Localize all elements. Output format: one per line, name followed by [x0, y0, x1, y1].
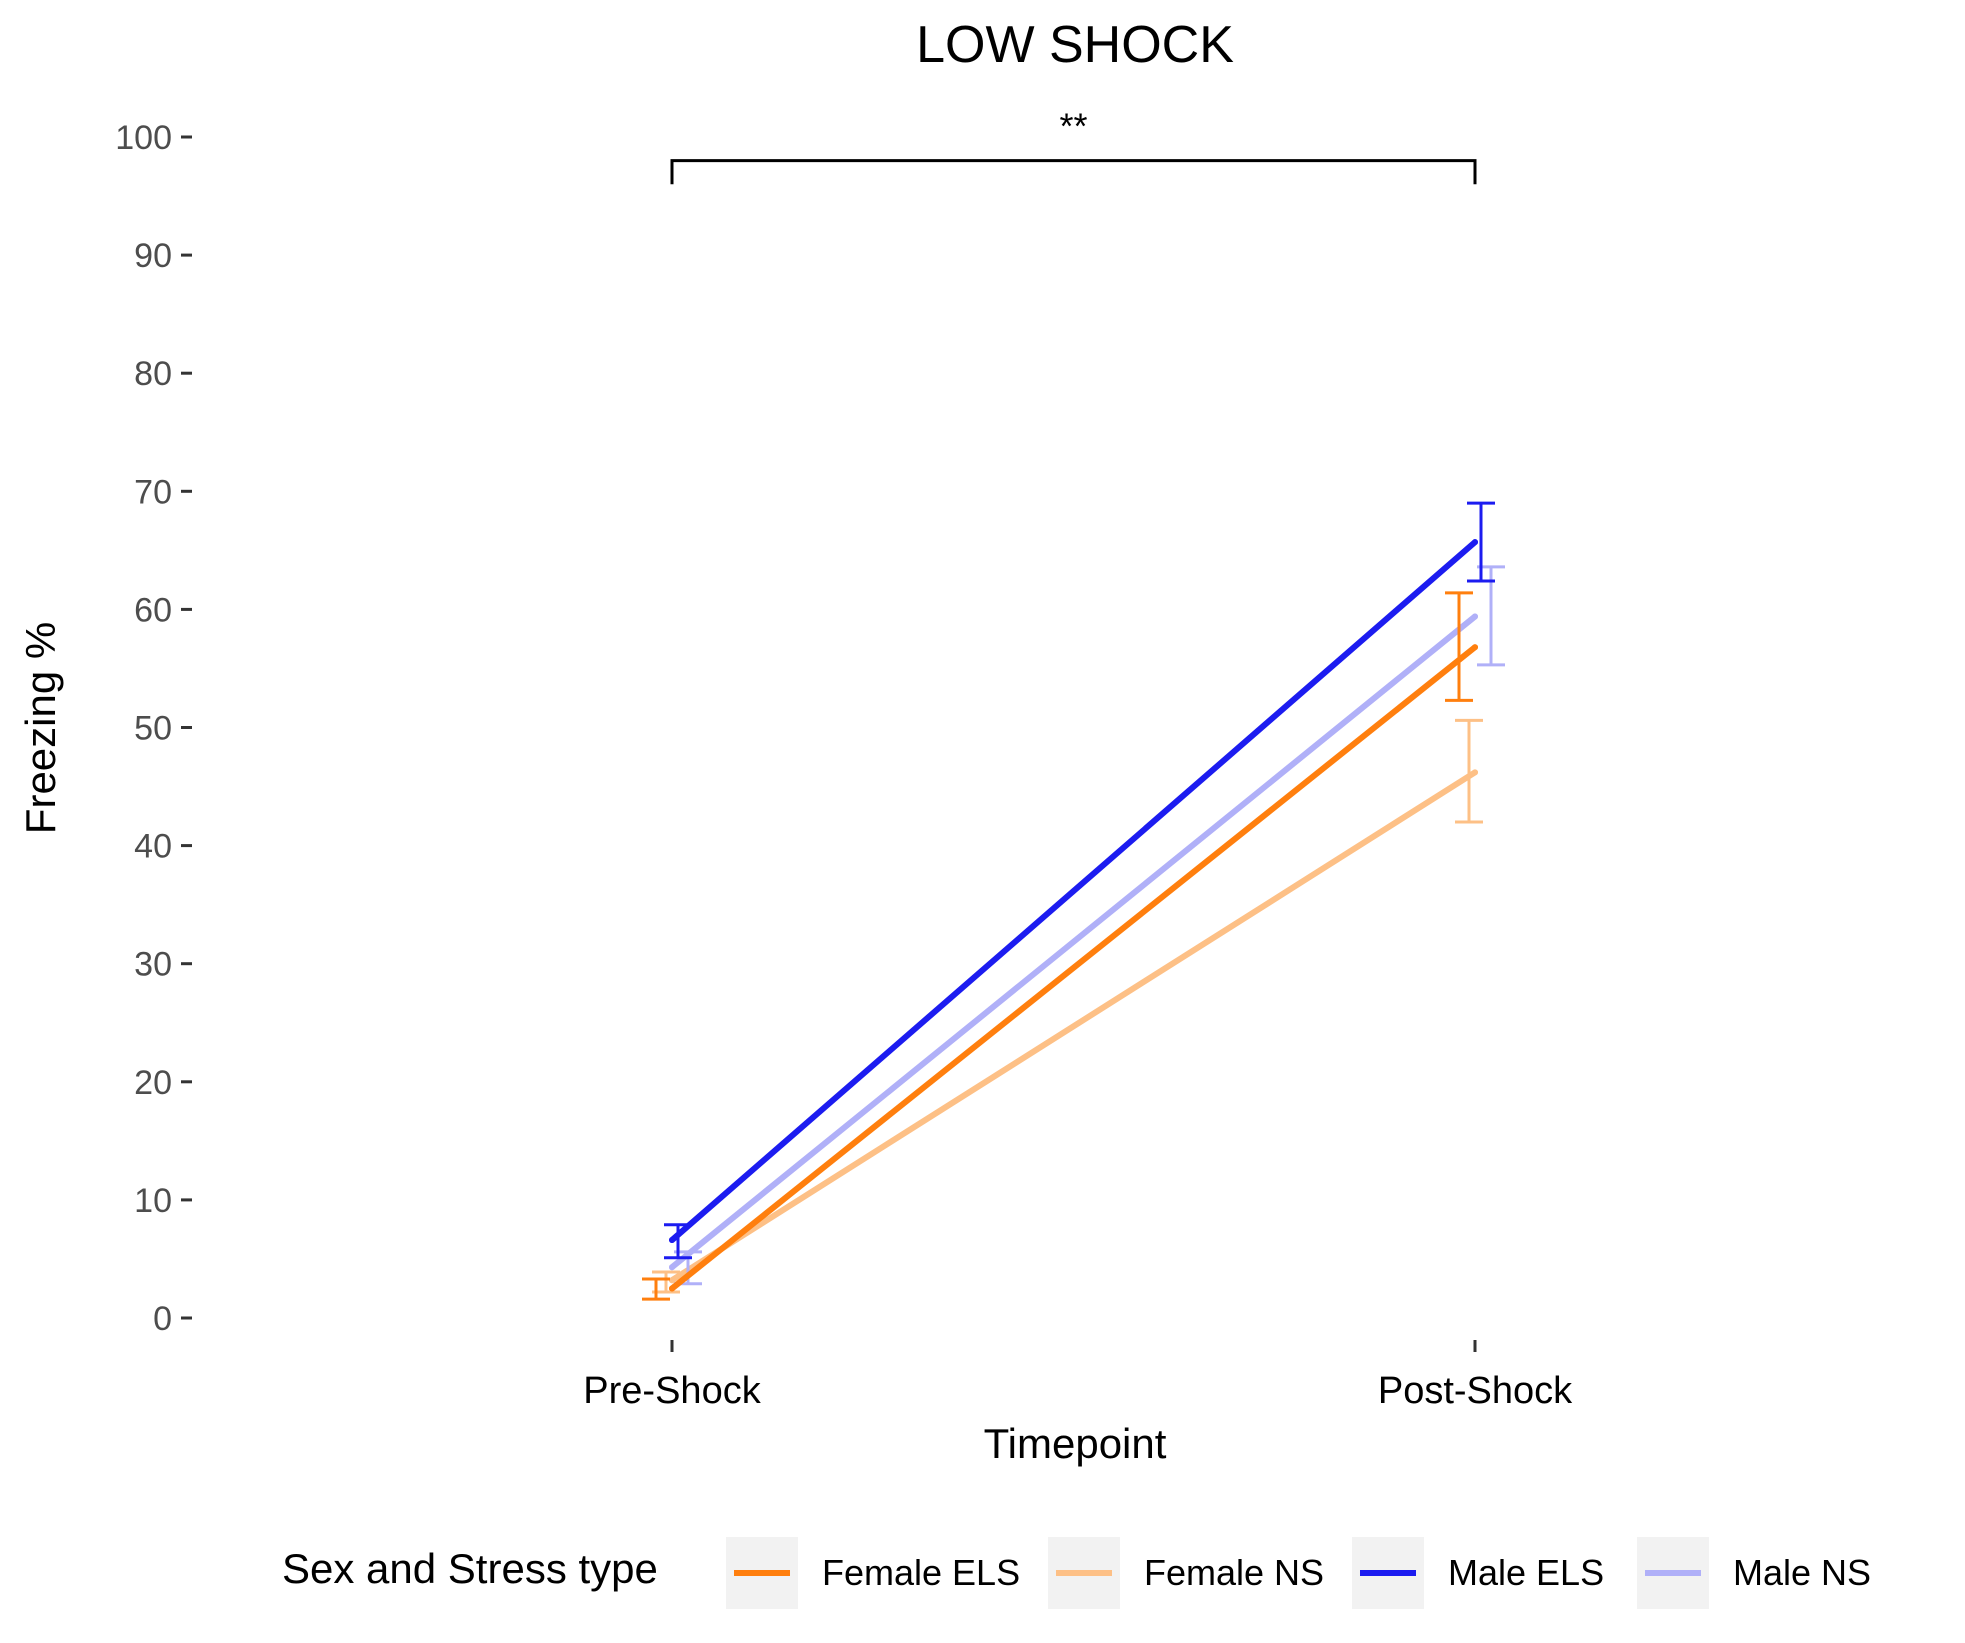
data-point	[1472, 539, 1478, 546]
error-bar	[1445, 591, 1473, 702]
y-tick-label: 60	[134, 591, 172, 629]
significance-bracket	[670, 159, 1477, 185]
y-tick-label: 20	[134, 1064, 172, 1102]
data-point	[669, 1285, 675, 1292]
data-point	[669, 1277, 675, 1284]
y-axis-title: Freezing %	[17, 622, 64, 834]
series-line	[669, 644, 1478, 1292]
error-bar	[1455, 718, 1483, 824]
series-line	[669, 539, 1478, 1244]
x-axis-title: Timepoint	[984, 1420, 1167, 1467]
y-tick-label: 80	[134, 355, 172, 393]
y-axis: 0 10 20 30 40 50 60 70 80 90 100	[115, 119, 192, 1338]
legend-label: Female NS	[1144, 1552, 1324, 1593]
y-tick-label: 10	[134, 1182, 172, 1220]
error-bar	[642, 1277, 670, 1301]
data-point	[1472, 644, 1478, 651]
data-point	[669, 1237, 675, 1244]
legend-title: Sex and Stress type	[282, 1545, 658, 1592]
series-male-ns	[669, 565, 1505, 1286]
y-tick-label: 100	[115, 119, 172, 157]
y-tick-label: 50	[134, 710, 172, 748]
y-tick-label: 70	[134, 473, 172, 511]
y-tick-label: 40	[134, 828, 172, 866]
data-point	[669, 1264, 675, 1271]
y-tick-label: 0	[153, 1300, 172, 1338]
series-layer	[642, 501, 1505, 1301]
legend-item: Female NS	[1048, 1537, 1324, 1609]
y-tick-label: 90	[134, 237, 172, 275]
x-tick-label: Pre-Shock	[583, 1370, 761, 1412]
legend-item: Male NS	[1637, 1537, 1871, 1609]
legend-item: Female ELS	[726, 1537, 1020, 1609]
significance-label: **	[1059, 106, 1087, 147]
error-bar	[1467, 501, 1495, 583]
significance-annotation: **	[670, 106, 1477, 185]
legend-item: Male ELS	[1352, 1537, 1604, 1609]
series-line	[669, 613, 1478, 1271]
legend: Sex and Stress type Female ELS Female NS Ma…	[282, 1537, 1871, 1609]
legend-label: Female ELS	[822, 1552, 1020, 1593]
legend-label: Male ELS	[1448, 1552, 1604, 1593]
series-female-els	[642, 591, 1478, 1301]
legend-label: Male NS	[1733, 1552, 1871, 1593]
y-tick-label: 30	[134, 946, 172, 984]
series-line	[669, 769, 1478, 1284]
x-axis: Pre-Shock Post-Shock	[583, 1340, 1573, 1412]
data-point	[1472, 613, 1478, 620]
data-point	[1472, 769, 1478, 776]
series-female-ns	[652, 718, 1483, 1294]
x-tick-label: Post-Shock	[1378, 1370, 1573, 1412]
series-male-els	[664, 501, 1495, 1260]
chart-title: LOW SHOCK	[916, 16, 1234, 74]
